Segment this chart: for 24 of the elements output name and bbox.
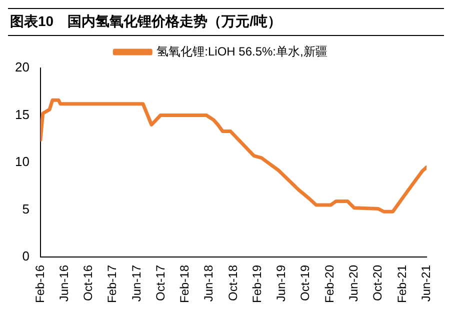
x-tick-label: Jun-21 (418, 264, 433, 302)
x-tick-label: Oct-19 (298, 264, 312, 301)
y-tick-label: 15 (14, 106, 30, 122)
x-tick-label: Feb-19 (250, 264, 264, 304)
legend-label: 氢氧化锂:LiOH 56.5%:单水,新疆 (156, 44, 328, 58)
x-tick-label: Jun-17 (129, 264, 144, 302)
x-tick-label: Feb-20 (322, 264, 336, 304)
chart-title: 图表10 国内氢氧化锂价格走势（万元/吨） (8, 8, 444, 36)
y-tick-label: 10 (14, 154, 30, 170)
y-tick-label: 5 (22, 201, 30, 216)
x-tick-label: Oct-18 (226, 264, 240, 301)
x-tick-label: Jun-18 (202, 264, 216, 302)
x-tick-label: Jun-19 (274, 264, 288, 302)
x-tick-label: Feb-21 (394, 264, 409, 304)
x-tick-label: Feb-17 (105, 264, 120, 304)
y-tick-label: 0 (22, 248, 30, 264)
x-tick-label: Jun-20 (346, 264, 361, 302)
x-tick-label: Oct-17 (153, 264, 168, 301)
x-tick-label: Jun-16 (56, 264, 71, 302)
x-tick-label: Feb-16 (32, 264, 47, 304)
y-tick-label: 20 (14, 60, 30, 75)
x-tick-label: Feb-18 (178, 264, 192, 304)
x-tick-label: Oct-16 (81, 264, 96, 301)
x-tick-label: Oct-20 (370, 264, 385, 301)
